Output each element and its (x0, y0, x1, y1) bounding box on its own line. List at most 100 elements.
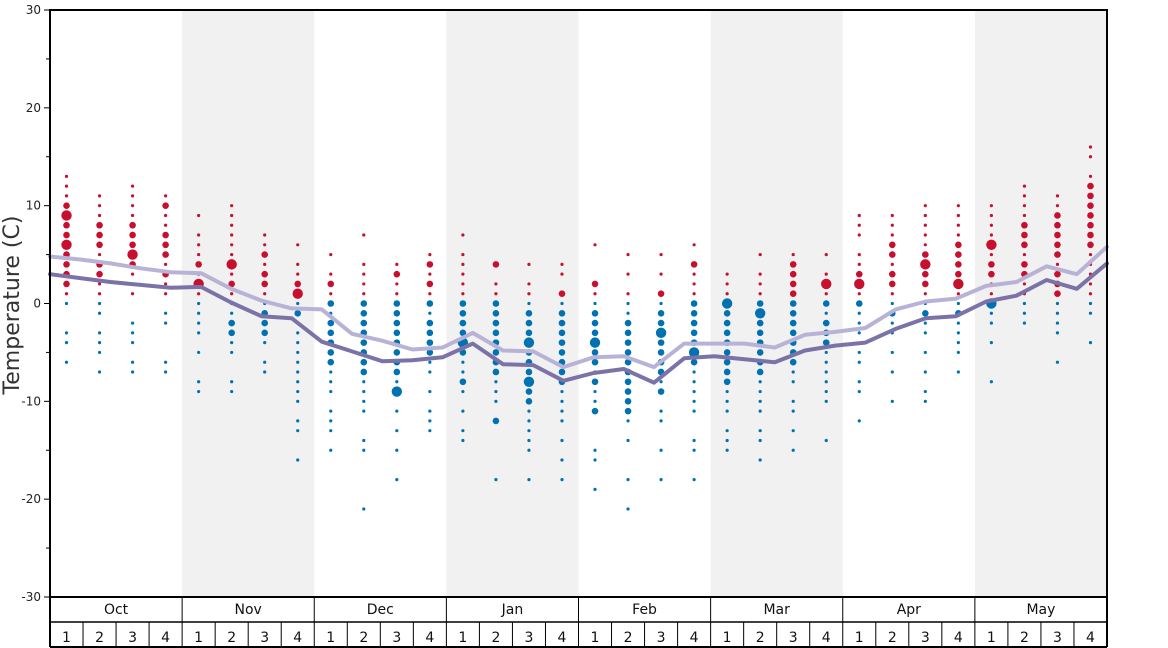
temperature-dot (523, 376, 535, 387)
temperature-dot (758, 292, 762, 296)
temperature-dot (923, 370, 927, 374)
temperature-dot (593, 448, 597, 452)
week-label: 3 (392, 630, 401, 646)
temperature-dot (263, 360, 267, 364)
temperature-dot (329, 252, 333, 257)
temperature-dot (162, 251, 169, 258)
temperature-dot (1055, 311, 1060, 315)
temperature-dot (560, 399, 564, 403)
temperature-dot (261, 319, 269, 327)
temperature-dot (593, 399, 597, 403)
temperature-dot (1087, 182, 1094, 190)
temperature-dot (923, 233, 927, 237)
temperature-dot (626, 292, 630, 296)
y-tick-label: 20 (26, 101, 41, 115)
week-label: 1 (591, 630, 600, 646)
temperature-dot (164, 360, 168, 364)
temperature-dot (64, 184, 69, 188)
week-label: 4 (558, 630, 567, 646)
temperature-dot (560, 419, 564, 423)
temperature-dot (659, 409, 663, 413)
month-label: Nov (235, 602, 262, 618)
temperature-dot (560, 301, 564, 306)
temperature-dot (164, 321, 168, 325)
month-label: Dec (367, 602, 394, 618)
temperature-dot (461, 360, 465, 364)
temperature-dot (560, 438, 564, 443)
temperature-dot (459, 329, 467, 337)
temperature-dot (96, 270, 103, 278)
temperature-dot (428, 429, 432, 433)
temperature-dot (923, 331, 927, 335)
temperature-dot (690, 358, 698, 366)
temperature-dot (923, 213, 927, 218)
temperature-dot (63, 280, 70, 288)
temperature-dot (523, 337, 535, 348)
temperature-dot (362, 380, 366, 384)
temperature-dot (296, 331, 300, 335)
temperature-dot (461, 233, 465, 237)
temperature-dot (1054, 270, 1061, 278)
temperature-dot (329, 409, 333, 413)
temperature-dot (426, 261, 434, 268)
temperature-dot (1022, 194, 1027, 198)
temperature-dot (692, 380, 696, 384)
temperature-dot (725, 429, 729, 433)
x-axis: Oct 1 2 3 4 Nov 1 2 3 4 Dec 1 2 3 4 Jan 1 2 3 4 Feb 1 2 3 4 Mar 1 2… (49, 597, 1108, 648)
temperature-dot (659, 419, 663, 423)
temperature-dot (824, 438, 828, 443)
temperature-dot (890, 223, 894, 227)
temperature-dot (988, 261, 995, 268)
temperature-dot (294, 309, 302, 317)
temperature-dot (657, 339, 665, 346)
temperature-dot (64, 292, 69, 296)
temperature-dot (1055, 194, 1060, 198)
temperature-dot (558, 319, 566, 327)
temperature-dot (164, 282, 168, 286)
temperature-dot (426, 349, 434, 356)
temperature-dot (756, 368, 764, 376)
temperature-dot (624, 329, 632, 337)
temperature-dot (428, 419, 432, 423)
temperature-dot (492, 417, 500, 425)
week-label: 3 (524, 630, 533, 646)
temperature-dot (723, 319, 731, 327)
temperature-dot (626, 438, 630, 443)
temperature-dot (692, 292, 696, 296)
month-label: Jan (501, 602, 524, 618)
temperature-dot (230, 213, 234, 218)
temperature-dot (791, 370, 795, 374)
temperature-dot (1088, 311, 1093, 315)
temperature-dot (197, 350, 201, 355)
temperature-dot (395, 409, 399, 413)
temperature-dot (920, 259, 931, 270)
temperature-dot (525, 319, 533, 327)
week-label: 2 (756, 630, 765, 646)
temperature-dot (230, 252, 234, 257)
temperature-dot (1021, 231, 1028, 239)
temperature-dot (130, 331, 135, 335)
temperature-dot (230, 243, 234, 247)
temperature-dot (624, 358, 632, 366)
temperature-dot (393, 349, 401, 356)
temperature-dot (558, 309, 566, 317)
temperature-dot (428, 252, 432, 257)
temperature-dot (296, 360, 300, 364)
temperature-dot (560, 272, 564, 276)
week-label: 4 (1086, 630, 1095, 646)
temperature-dot (426, 329, 434, 337)
temperature-dot (756, 319, 764, 327)
temperature-dot (1022, 184, 1027, 188)
temperature-dot (558, 349, 566, 356)
temperature-dot (857, 252, 861, 257)
temperature-dot (296, 389, 300, 394)
temperature-dot (626, 507, 630, 511)
temperature-dot (626, 272, 630, 276)
temperature-dot (329, 272, 333, 276)
temperature-dot (692, 389, 696, 394)
temperature-dot (956, 331, 960, 335)
temperature-dot (164, 223, 168, 227)
temperature-dot (890, 321, 894, 325)
temperature-dot (263, 243, 267, 247)
temperature-dot (63, 202, 70, 209)
